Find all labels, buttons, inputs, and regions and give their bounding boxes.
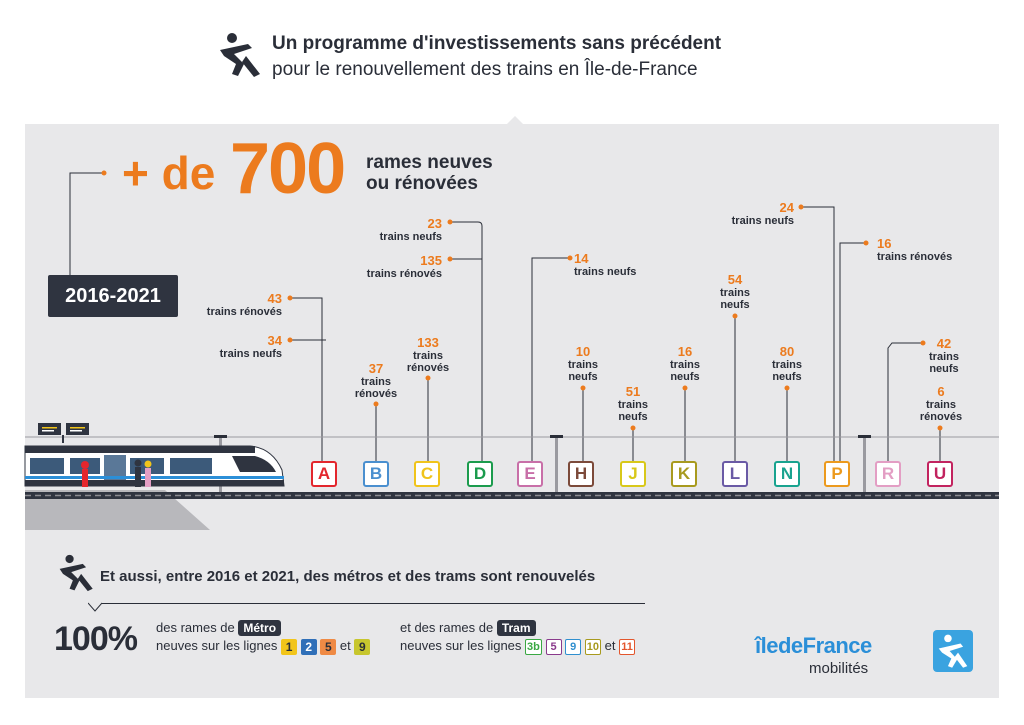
- label-C: 133 trains rénovés: [406, 335, 450, 374]
- line-badge-C: C: [414, 461, 440, 487]
- panel-notch: [506, 116, 524, 125]
- tram-line2: neuves sur les lignes 3b 5 9 10 et 11: [400, 638, 636, 655]
- label-L: 54 trains neufs: [720, 272, 750, 311]
- brand-sub: mobilités: [809, 660, 869, 677]
- metro-line-9: 9: [354, 638, 371, 655]
- line-badge-J: J: [620, 461, 646, 487]
- label-U: 6 trains rénovés: [919, 384, 963, 423]
- section-divider: [100, 603, 645, 604]
- label-D-renoves: 135 trains rénovés: [366, 253, 442, 280]
- train-illustration: [24, 445, 285, 487]
- label-K: 16 trains neufs: [670, 344, 700, 383]
- line-badge-B: B: [363, 461, 389, 487]
- metro-line1: des rames de Métro: [156, 620, 282, 636]
- line-badge-P: P: [824, 461, 850, 487]
- period-badge: 2016-2021: [48, 275, 178, 317]
- label-A-neufs: 34 trains neufs: [219, 333, 282, 360]
- tram-line-10: 10: [584, 638, 601, 655]
- tram-tag: Tram: [496, 620, 536, 636]
- label-J: 51 trains neufs: [618, 384, 648, 423]
- metro-line-2: 2: [300, 638, 317, 655]
- brand-person-icon: [933, 630, 973, 672]
- label-D-neufs: 23 trains neufs: [379, 216, 442, 243]
- label-B: 37 trains rénovés: [354, 361, 398, 400]
- tram-line-5: 5: [545, 638, 562, 655]
- tram-line-9: 9: [565, 638, 582, 655]
- label-A-renoves: 43 trains rénovés: [206, 291, 282, 318]
- track: [25, 492, 999, 499]
- page-title: Un programme d'investissements sans préc…: [272, 33, 722, 54]
- label-P-neufs: 24 trains neufs: [731, 200, 794, 227]
- metro-line-5: 5: [320, 638, 337, 655]
- page-subtitle: pour le renouvellement des trains en Île…: [272, 59, 698, 80]
- label-H: 10 trains neufs: [568, 344, 598, 383]
- line-badge-L: L: [722, 461, 748, 487]
- section-title: Et aussi, entre 2016 et 2021, des métros…: [100, 568, 596, 585]
- divider-notch: [88, 602, 102, 612]
- line-badge-E: E: [517, 461, 543, 487]
- line-badge-H: H: [568, 461, 594, 487]
- line-badge-A: A: [311, 461, 337, 487]
- line-badge-D: D: [467, 461, 493, 487]
- label-P-renoves: 16 trains rénovés: [877, 236, 953, 263]
- metro-tag: Métro: [238, 620, 282, 636]
- connector-dots: [101, 170, 943, 431]
- percent-value: 100%: [54, 620, 138, 658]
- label-E: 14 trains neufs: [574, 251, 637, 278]
- line-badge-N: N: [774, 461, 800, 487]
- label-N: 80 trains neufs: [772, 344, 802, 383]
- tram-line-11: 11: [619, 638, 636, 655]
- metro-line2: neuves sur les lignes 1 2 5 et 9: [156, 638, 371, 655]
- station-signs: [38, 423, 89, 443]
- idfm-person-icon: [220, 33, 260, 77]
- line-badge-U: U: [927, 461, 953, 487]
- line-badge-K: K: [671, 461, 697, 487]
- metro-line-1: 1: [281, 638, 298, 655]
- headline-caption: rames neuves ou rénovées: [366, 152, 493, 194]
- header: Un programme d'investissements sans préc…: [218, 30, 818, 86]
- label-R: 42 trains neufs: [929, 336, 959, 375]
- tram-line-3b: 3b: [525, 638, 542, 655]
- brand-name: îledeFrance: [755, 633, 872, 658]
- brand-logo: îledeFrance mobilités: [755, 630, 975, 683]
- infographic-panel: [25, 124, 999, 698]
- platform: [25, 490, 210, 530]
- idfm-person-icon-small: [59, 554, 93, 592]
- line-badge-R: R: [875, 461, 901, 487]
- tram-line1: et des rames de Tram: [400, 620, 536, 636]
